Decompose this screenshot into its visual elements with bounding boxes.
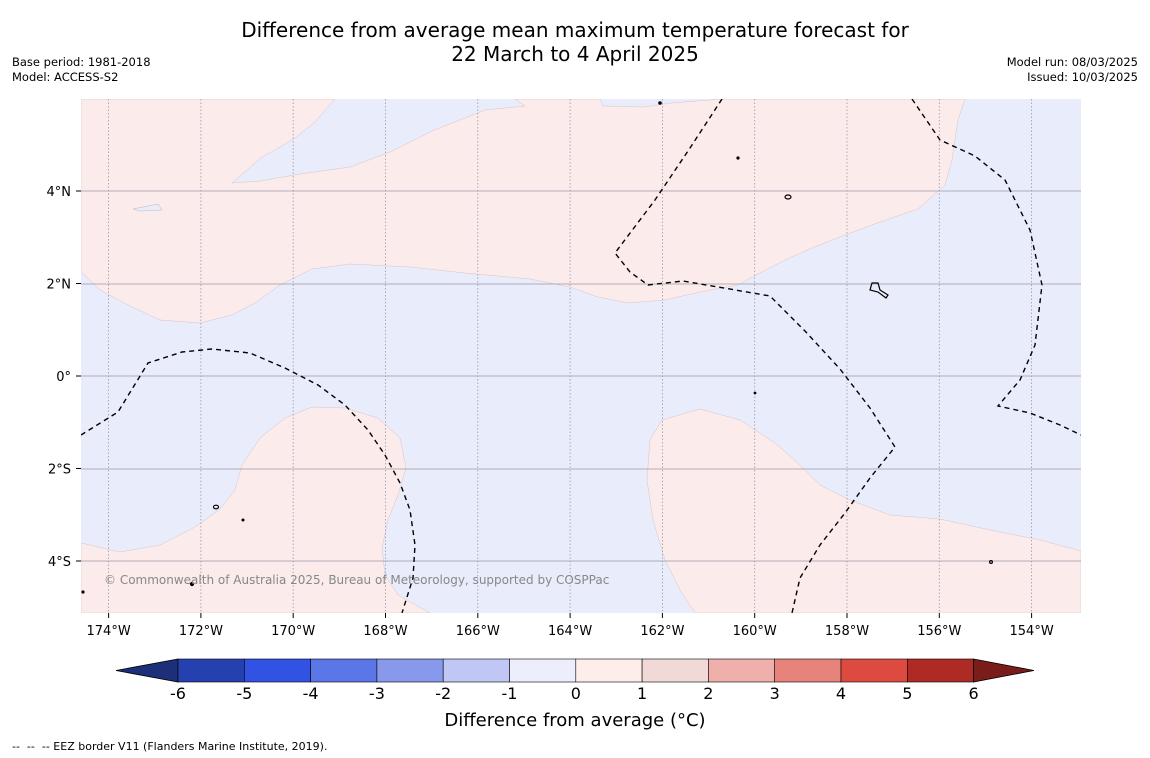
island-10 bbox=[753, 391, 757, 395]
longitude-label: 164°W bbox=[548, 624, 592, 639]
island-3 bbox=[212, 504, 220, 510]
colorbar-swatch bbox=[708, 658, 776, 683]
meta-left: Base period: 1981-2018 Model: ACCESS-S2 bbox=[12, 55, 151, 85]
issued-date: Issued: 10/03/2025 bbox=[1027, 70, 1138, 84]
colorbar-extend-high bbox=[973, 658, 1035, 683]
colorbar-swatch bbox=[310, 658, 378, 683]
colorbar-label: 3 bbox=[770, 684, 780, 703]
longitude-label: 172°W bbox=[179, 624, 223, 639]
colorbar-label: 6 bbox=[969, 684, 979, 703]
colorbar-swatch bbox=[575, 658, 643, 683]
colorbar-swatch bbox=[244, 658, 311, 683]
longitude-label: 166°W bbox=[456, 624, 500, 639]
parallels bbox=[81, 190, 1081, 562]
longitude-label: 168°W bbox=[363, 624, 407, 639]
eez-border-central bbox=[614, 99, 896, 613]
latitude-label: 4°S bbox=[48, 555, 71, 570]
latitude-labels: 4°N 2°N 0° 2°S 4°S bbox=[47, 185, 81, 570]
longitude-label: 154°W bbox=[1010, 624, 1054, 639]
island-8 bbox=[988, 559, 993, 564]
latitude-label: 2°N bbox=[47, 278, 72, 293]
latitude-label: 2°S bbox=[48, 463, 71, 478]
eez-border-east bbox=[911, 99, 1081, 436]
meridians bbox=[108, 99, 1032, 613]
colorbar-label: -6 bbox=[170, 684, 186, 703]
latitude-label: 0° bbox=[56, 370, 71, 385]
colorbar-swatch bbox=[641, 658, 709, 683]
colorbar-swatch bbox=[442, 658, 510, 683]
colorbar: -6 -5 -4 -3 -2 -1 0 1 2 3 4 5 6 bbox=[115, 658, 1035, 703]
colorbar-label: -2 bbox=[435, 684, 451, 703]
eez-borders bbox=[81, 99, 1081, 613]
colorbar-swatch bbox=[774, 658, 842, 683]
gridlines bbox=[81, 99, 1081, 613]
longitude-label: 170°W bbox=[271, 624, 315, 639]
warm-region-southeast bbox=[646, 408, 1081, 613]
longitude-label: 156°W bbox=[917, 624, 961, 639]
colorbar-title: Difference from average (°C) bbox=[444, 710, 706, 731]
colorbar-label: 0 bbox=[571, 684, 581, 703]
island-1 bbox=[784, 194, 792, 200]
colorbar-label: -3 bbox=[369, 684, 385, 703]
colorbar-swatch bbox=[177, 658, 245, 683]
island-5 bbox=[658, 101, 662, 105]
colorbar-label: 1 bbox=[637, 684, 647, 703]
warm-region-north bbox=[81, 99, 966, 324]
title-line-2: 22 March to 4 April 2025 bbox=[451, 42, 699, 66]
longitude-labels: 174°W 172°W 170°W 168°W 166°W 164°W 162°W 160°W… bbox=[87, 613, 1054, 639]
title-line-1: Difference from average mean maximum tem… bbox=[241, 18, 909, 42]
islands bbox=[81, 101, 993, 594]
colorbar-label: -4 bbox=[303, 684, 319, 703]
meta-right: Model run: 08/03/2025 Issued: 10/03/2025 bbox=[1007, 55, 1138, 85]
colorbar-label: 5 bbox=[902, 684, 912, 703]
map-area: © Commonwealth of Australia 2025, Bureau… bbox=[81, 99, 1081, 613]
island-7 bbox=[241, 518, 245, 522]
model-run: Model run: 08/03/2025 bbox=[1006, 55, 1138, 69]
latitude-label: 4°N bbox=[47, 185, 72, 200]
colorbar-swatch bbox=[376, 658, 444, 683]
eez-border-west bbox=[81, 348, 416, 613]
island-6 bbox=[736, 156, 740, 160]
warm-region-southwest bbox=[81, 406, 431, 613]
longitude-label: 162°W bbox=[640, 624, 684, 639]
footnote: -- -- -- EEZ border V11 (Flanders Marine… bbox=[12, 740, 328, 753]
colorbar-extend-low bbox=[115, 658, 179, 683]
island-2 bbox=[869, 282, 889, 299]
chart-title: Difference from average mean maximum tem… bbox=[0, 18, 1150, 66]
base-period: Base period: 1981-2018 bbox=[12, 55, 151, 69]
colorbar-swatch bbox=[906, 658, 974, 683]
colorbar-swatch bbox=[509, 658, 577, 683]
copyright-notice: © Commonwealth of Australia 2025, Bureau… bbox=[104, 573, 609, 587]
model-name: Model: ACCESS-S2 bbox=[12, 70, 119, 84]
island-9 bbox=[81, 590, 85, 594]
colorbar-label: -5 bbox=[236, 684, 252, 703]
colorbar-swatch bbox=[840, 658, 908, 683]
colorbar-label: -1 bbox=[502, 684, 518, 703]
longitude-label: 158°W bbox=[825, 624, 869, 639]
longitude-label: 160°W bbox=[733, 624, 777, 639]
cool-islet bbox=[132, 203, 163, 212]
colorbar-label: 4 bbox=[836, 684, 846, 703]
island-4 bbox=[189, 581, 195, 587]
longitude-label: 174°W bbox=[87, 624, 131, 639]
colorbar-label: 2 bbox=[703, 684, 713, 703]
